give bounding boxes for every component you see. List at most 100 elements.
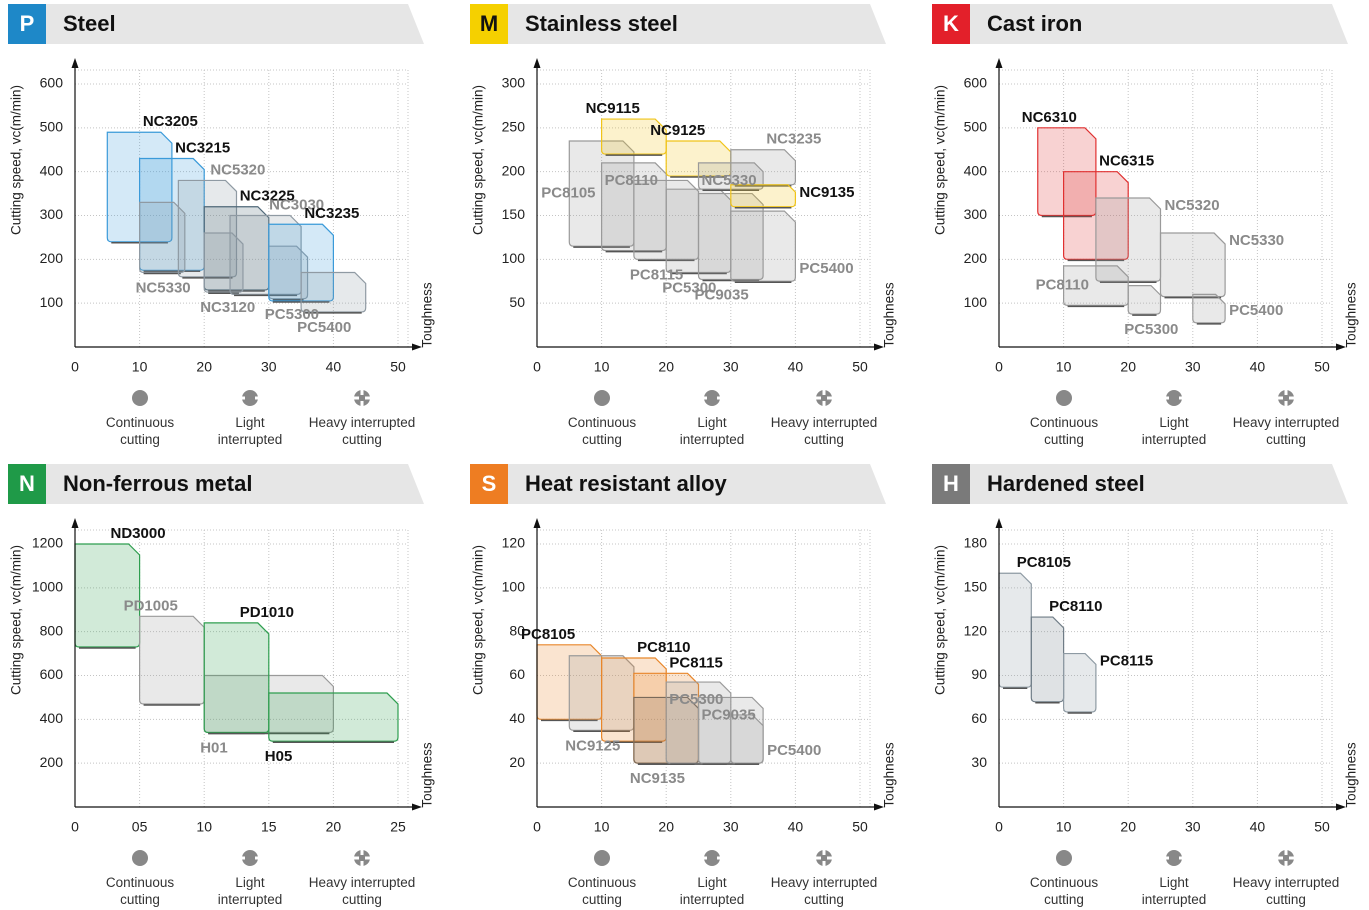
y-tick-label: 30 [971,754,987,770]
x-axis-title: Toughness [882,282,897,348]
icon-notch [1289,857,1295,860]
y-tick-label: 150 [964,579,988,595]
icon-notch [1289,397,1295,400]
icon-continuous [132,850,148,866]
y-tick-label: 150 [502,206,526,222]
x-tick-label: 50 [390,359,406,375]
x-axis-title: Toughness [1344,742,1359,808]
grade-label: PC9035 [695,286,749,303]
y-tick-label: 60 [509,666,525,682]
y-tick-label: 300 [964,206,988,222]
grade-label: NC5330 [702,172,757,189]
x-tick-label: 0 [995,819,1003,835]
icon-notch [1179,857,1183,860]
y-axis-title: Cutting speed, vc(m/min) [933,85,948,235]
x-tick-label: 30 [261,359,277,375]
grade-label: NC5320 [1165,197,1220,214]
icon-notch [717,857,721,860]
cutting-type-label: Light interrupted [1132,414,1216,448]
y-axis-arrow [534,58,541,68]
y-tick-label: 500 [964,119,988,135]
grade-label: PC8110 [1036,277,1089,294]
grade-label: NC3120 [200,299,255,316]
icon-notch [1277,857,1283,860]
chart-title: Cast iron [987,11,1082,36]
icon-notch [1285,849,1288,855]
grade-box [140,616,205,704]
y-tick-label: 600 [40,75,64,91]
grade-label: PC5400 [297,319,351,336]
grade-label: NC6310 [1022,109,1077,126]
y-axis-arrow [72,518,79,528]
chart-title: Non-ferrous metal [63,471,252,496]
icon-notch [1285,389,1288,395]
y-tick-label: 500 [40,119,64,135]
cutting-type-label: Heavy interrupted cutting [762,874,886,908]
grade-label: NC9135 [630,770,685,787]
y-tick-label: 60 [971,710,987,726]
y-tick-label: 300 [502,75,526,91]
icon-notch [815,397,821,400]
icon-notch [1179,397,1183,400]
icon-notch [255,397,259,400]
cutting-type-label: Light interrupted [670,874,754,908]
x-tick-label: 05 [132,819,148,835]
grade-label: ND3000 [111,525,166,542]
grade-label: PC8110 [605,172,658,189]
chart: KCast iron01020304050100200300400500600N… [924,0,1364,450]
x-tick-label: 10 [196,819,212,835]
x-axis-title: Toughness [882,742,897,808]
icon-continuous [1056,850,1072,866]
grade-label: H05 [265,748,293,765]
x-axis-title: Toughness [420,282,435,348]
cutting-type-label: Continuous cutting [98,874,182,908]
grade-label: PC8110 [1049,598,1102,615]
grade-label: NC6315 [1099,153,1154,170]
grade-box [204,623,269,733]
grade-box [75,544,140,647]
x-tick-label: 0 [71,359,79,375]
x-tick-label: 10 [594,359,610,375]
y-tick-label: 120 [964,622,988,638]
x-tick-label: 0 [533,359,541,375]
x-tick-label: 20 [326,819,342,835]
y-axis-arrow [72,58,79,68]
x-tick-label: 10 [1056,819,1072,835]
icon-notch [353,857,359,860]
grade-label: PC5400 [767,742,821,759]
grade-label: NC9135 [799,184,854,201]
icon-continuous [594,390,610,406]
icon-notch [703,857,707,860]
icon-continuous [1056,390,1072,406]
y-axis-title: Cutting speed, vc(m/min) [9,85,24,235]
badge-letter: H [943,471,959,496]
chart-panel: PSteel01020304050100200300400500600NC320… [0,0,440,450]
x-tick-label: 20 [658,359,674,375]
grade-box [731,211,796,281]
y-tick-label: 100 [964,294,988,310]
x-axis-title: Toughness [1344,282,1359,348]
icon-notch [361,389,364,395]
grade-label: PC8105 [1017,554,1071,571]
icon-notch [241,857,245,860]
icon-notch [1165,397,1169,400]
y-tick-label: 800 [40,622,64,638]
grade-label: NC3205 [143,113,198,130]
cutting-type-label: Light interrupted [208,414,292,448]
cutting-type-label: Light interrupted [670,414,754,448]
x-tick-label: 30 [1185,359,1201,375]
badge-letter: S [482,471,497,496]
y-axis-title: Cutting speed, vc(m/min) [933,545,948,695]
y-tick-label: 200 [502,162,526,178]
x-tick-label: 10 [132,359,148,375]
x-axis-title: Toughness [420,742,435,808]
y-tick-label: 200 [40,754,64,770]
icon-notch [353,397,359,400]
y-tick-label: 40 [509,710,525,726]
y-axis-arrow [996,518,1003,528]
icon-notch [703,397,707,400]
x-tick-label: 10 [1056,359,1072,375]
y-tick-label: 200 [964,250,988,266]
